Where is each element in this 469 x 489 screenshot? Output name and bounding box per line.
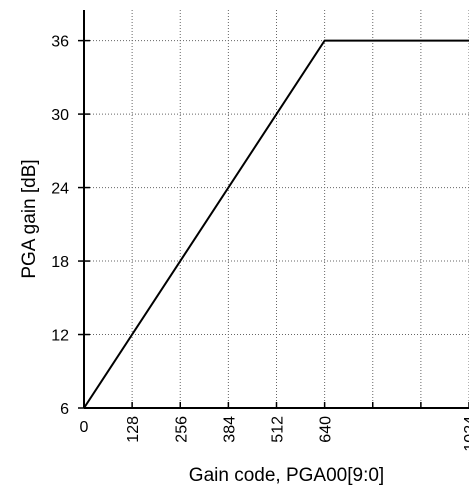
- y-tick-label: 24: [51, 181, 69, 198]
- grid-lines: [84, 10, 469, 408]
- x-tick-label: 128: [125, 416, 142, 443]
- x-tick-label: 256: [173, 416, 190, 443]
- y-tick-label: 12: [51, 328, 69, 345]
- tick-labels: 0 128 256 384 512 640 1024 6 12 18 24 30 36: [51, 34, 469, 452]
- x-tick-label: 1024: [462, 416, 469, 452]
- y-tick-label: 6: [60, 401, 69, 418]
- axis-ticks: [78, 39, 469, 409]
- x-tick-label: 384: [221, 416, 238, 443]
- y-tick-label: 30: [51, 107, 69, 124]
- y-axis-title: PGA gain [dB]: [19, 159, 40, 278]
- x-tick-label: 0: [80, 419, 89, 436]
- x-tick-label: 640: [318, 416, 335, 443]
- y-tick-label: 18: [51, 254, 69, 271]
- series-line: [83, 39, 469, 409]
- x-axis-title: Gain code, PGA00[9:0]: [189, 465, 384, 486]
- y-tick-label: 36: [51, 34, 69, 51]
- x-tick-label: 512: [270, 416, 287, 443]
- data-series: [83, 39, 469, 409]
